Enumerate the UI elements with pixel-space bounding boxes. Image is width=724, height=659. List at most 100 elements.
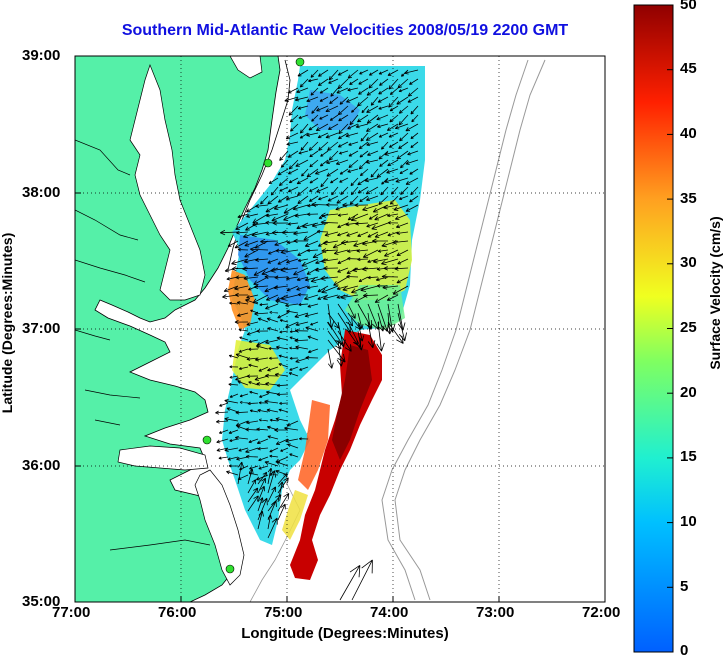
- velocity-arrow: [267, 486, 276, 503]
- field-darkred-core: [332, 345, 372, 460]
- y-tick-label: 37:00: [22, 320, 61, 337]
- velocity-arrow: [267, 517, 278, 539]
- velocity-arrow: [280, 159, 289, 168]
- velocity-arrow: [368, 69, 379, 76]
- velocity-arrow: [274, 240, 289, 247]
- velocity-arrow: [409, 78, 419, 85]
- radar-station: [225, 564, 235, 574]
- velocity-arrow: [381, 177, 389, 185]
- velocity-arrow: [358, 159, 369, 170]
- velocity-arrow: [388, 132, 399, 138]
- velocity-arrow: [351, 285, 369, 294]
- velocity-arrow: [247, 479, 257, 494]
- velocity-arrow: [347, 249, 359, 253]
- velocity-arrow: [307, 335, 319, 341]
- velocity-arrow: [329, 96, 339, 105]
- velocity-arrow: [235, 353, 249, 359]
- river-lines: [75, 139, 211, 551]
- velocity-arrow: [247, 468, 254, 485]
- velocity-arrow: [273, 285, 289, 290]
- velocity-arrow: [378, 87, 389, 95]
- velocity-arrow: [308, 141, 319, 151]
- velocity-arrow: [280, 294, 299, 301]
- velocity-arrow: [309, 177, 319, 184]
- velocity-arrow: [287, 168, 299, 175]
- velocity-arrow: [396, 249, 409, 257]
- colorbar-tick-label: 0: [680, 642, 689, 659]
- velocity-arrow: [286, 258, 299, 264]
- velocity-arrow: [245, 427, 259, 432]
- velocity-arrow: [389, 105, 399, 112]
- velocity-arrow: [328, 150, 339, 161]
- velocity-arrow: [275, 248, 289, 253]
- velocity-arrow: [228, 429, 239, 434]
- field-yellow-south: [232, 340, 285, 390]
- velocity-arrow: [254, 375, 269, 381]
- axis-ticks: [75, 192, 500, 602]
- velocity-arrow: [382, 284, 399, 290]
- velocity-arrow: [361, 105, 369, 114]
- velocity-arrow: [265, 213, 279, 218]
- velocity-arrow: [320, 275, 339, 281]
- velocity-arrow: [248, 347, 259, 351]
- velocity-arrow: [330, 87, 339, 97]
- velocity-arrow: [238, 348, 249, 353]
- velocity-arrow: [350, 177, 359, 187]
- velocity-arrow: [387, 321, 404, 344]
- colorbar-tick-label: 25: [680, 319, 697, 336]
- velocity-arrow: [367, 321, 376, 349]
- velocity-arrow: [327, 339, 346, 363]
- velocity-arrow: [364, 177, 379, 183]
- velocity-arrow: [410, 105, 419, 115]
- velocity-arrow: [283, 213, 299, 221]
- velocity-arrow: [289, 356, 299, 360]
- velocity-arrow: [229, 365, 239, 369]
- delaware-bay: [229, 56, 263, 79]
- velocity-arrow: [238, 447, 249, 452]
- velocity-arrow: [283, 204, 299, 214]
- map-grid: [75, 56, 605, 602]
- velocity-arrow: [288, 372, 299, 377]
- velocity-arrow: [311, 202, 329, 208]
- velocity-arrow: [309, 150, 319, 158]
- velocity-arrow: [247, 487, 259, 503]
- velocity-arrow: [384, 177, 399, 184]
- velocity-arrow: [249, 390, 259, 395]
- velocity-arrow: [320, 219, 339, 226]
- velocity-arrow: [389, 87, 399, 95]
- velocity-arrow: [256, 382, 269, 386]
- velocity-arrow: [338, 150, 349, 155]
- velocity-arrow: [257, 408, 269, 413]
- velocity-arrow: [279, 186, 289, 192]
- velocity-arrow: [258, 465, 269, 470]
- velocity-arrow: [287, 222, 299, 226]
- velocity-arrow: [224, 417, 239, 422]
- velocity-arrow: [255, 257, 269, 262]
- velocity-arrow: [394, 213, 409, 220]
- velocity-arrow: [285, 276, 299, 281]
- velocity-arrow: [237, 247, 249, 252]
- velocity-arrow: [264, 399, 279, 404]
- colorbar-tick-label: 10: [680, 513, 697, 530]
- velocity-arrow: [297, 258, 309, 263]
- velocity-arrow: [246, 213, 259, 218]
- velocity-arrow: [351, 105, 359, 113]
- velocity-arrow: [339, 168, 349, 175]
- velocity-arrow: [226, 407, 239, 413]
- velocity-arrow: [348, 141, 359, 146]
- velocity-arrow: [307, 303, 319, 308]
- velocity-arrow: [306, 267, 319, 275]
- velocity-arrow: [239, 393, 249, 398]
- velocity-arrow: [327, 141, 339, 151]
- velocity-arrow: [247, 495, 259, 512]
- velocity-arrow: [303, 231, 319, 241]
- velocity-arrow: [242, 266, 259, 272]
- velocity-arrow: [297, 105, 309, 110]
- velocity-arrow: [404, 69, 419, 75]
- velocity-arrow: [317, 285, 329, 293]
- velocity-arrow: [357, 330, 364, 351]
- velocity-arrow: [330, 177, 339, 184]
- velocity-arrow: [257, 510, 264, 530]
- velocity-arrow: [289, 114, 299, 123]
- velocity-arrow: [294, 96, 309, 102]
